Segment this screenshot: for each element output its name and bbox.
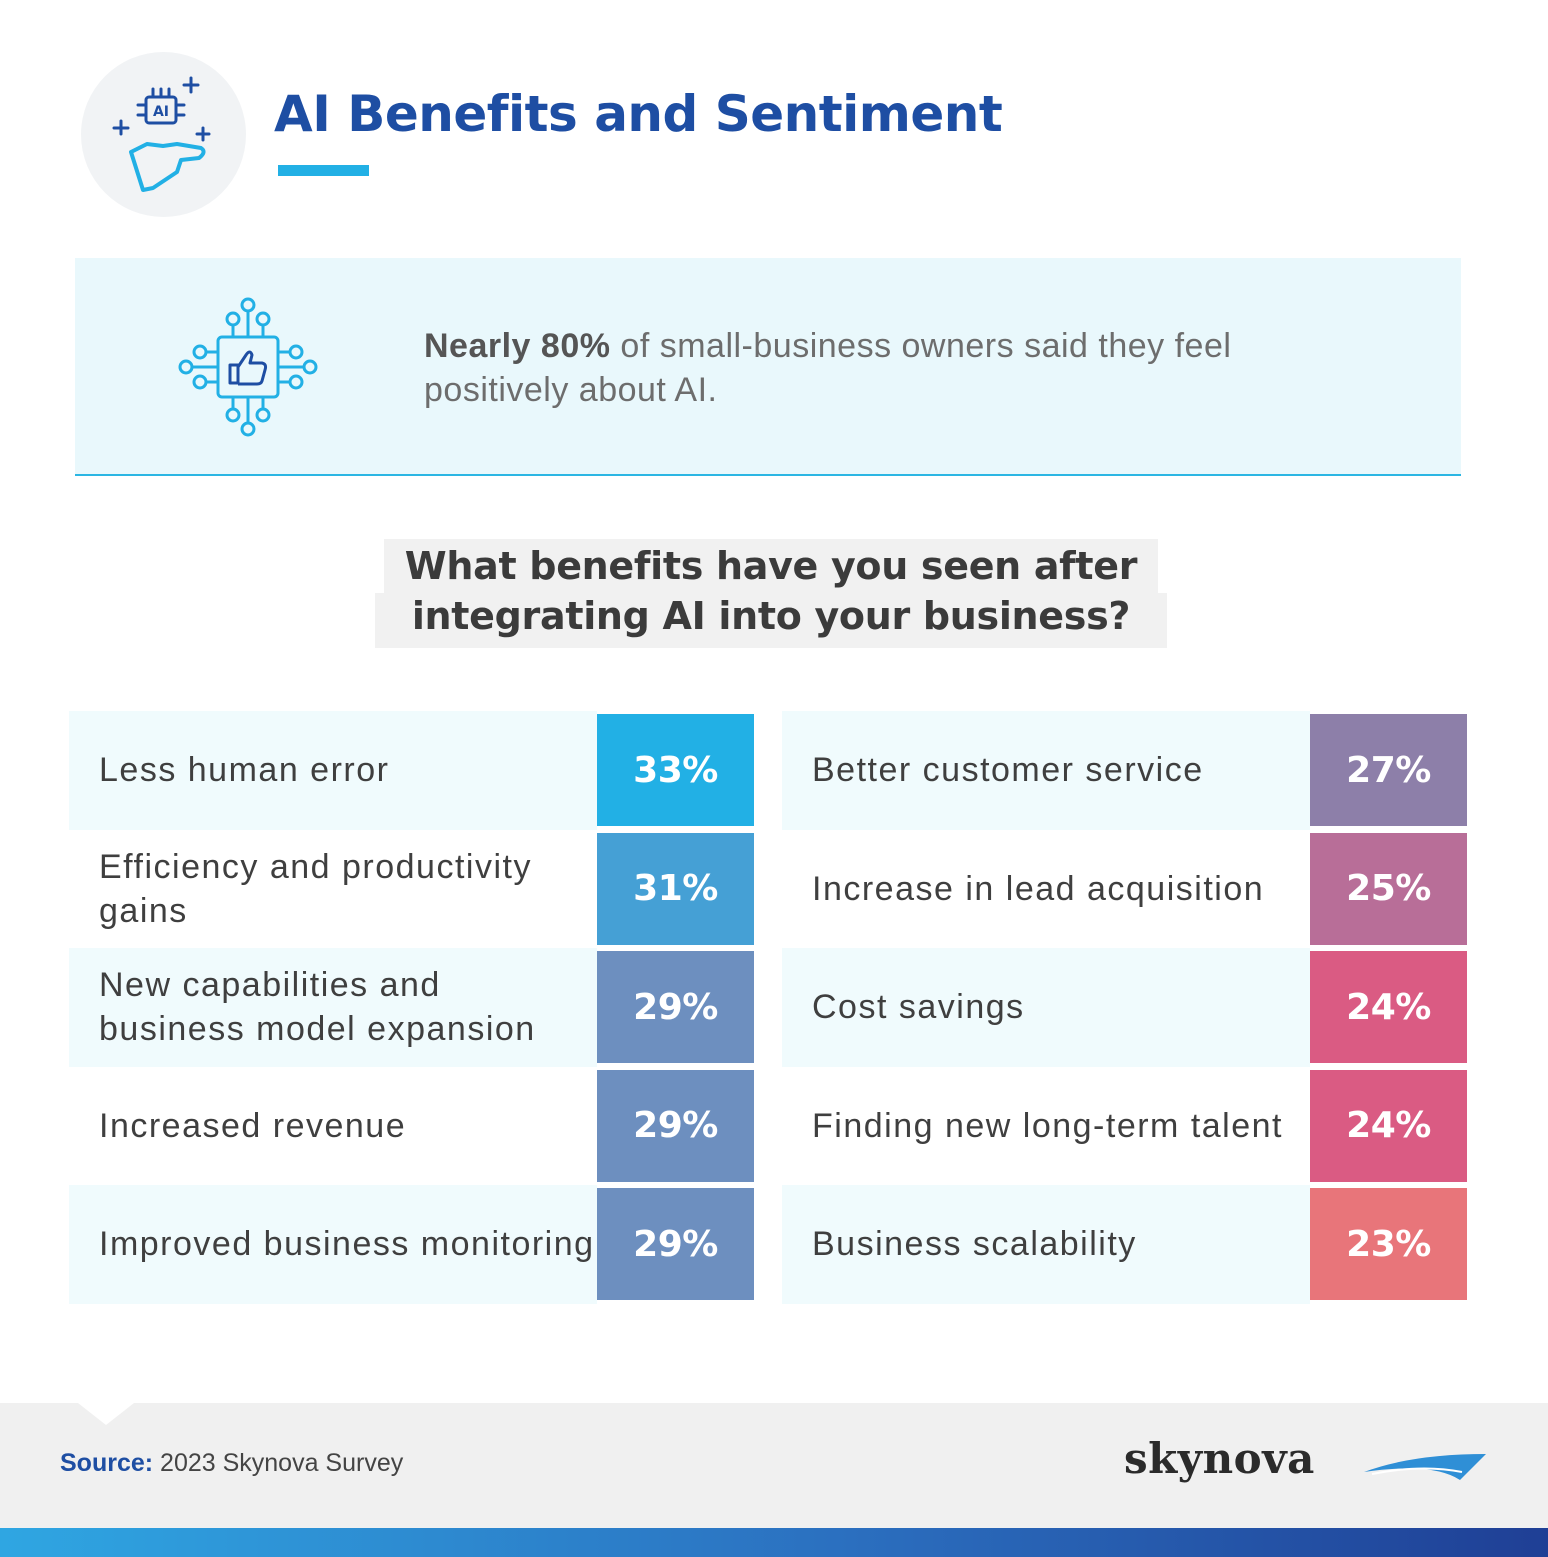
category-label: New capabilities and business model expa… [99, 966, 536, 1049]
category-label: Increased revenue [99, 1106, 407, 1145]
category-cell: Business scalability [782, 1185, 1310, 1304]
skynova-wing-logo [1364, 1454, 1486, 1480]
category-cell: Better customer service [782, 711, 1310, 830]
category-label: Increase in lead acquisition [812, 869, 1265, 908]
ai-chip-hand-icon: AI [112, 76, 211, 192]
value-bar: 33% [597, 714, 754, 826]
category-label: Finding new long-term talent [812, 1106, 1284, 1145]
bottom-strip [0, 1528, 1548, 1557]
footer [0, 1403, 1548, 1528]
title-underline [278, 165, 369, 176]
category-label: Better customer service [812, 751, 1204, 790]
bar-row: Efficiency and productivity gains 31% [69, 830, 756, 949]
value-bar: 29% [597, 1069, 754, 1182]
svg-text:AI: AI [153, 104, 169, 120]
bar-row: Business scalability 23% [782, 1185, 1469, 1304]
value-label: 29% [633, 1223, 718, 1265]
question-highlight [375, 593, 1167, 648]
stat-text: Nearly 80% of small-business owners said… [424, 324, 1354, 412]
category-cell: Less human error [69, 711, 597, 830]
source-label: Source: [60, 1449, 154, 1477]
value-label: 31% [633, 868, 718, 909]
value-bar: 24% [1310, 951, 1467, 1063]
value-bar: 29% [597, 1188, 754, 1300]
category-cell: Efficiency and productivity gains [69, 830, 597, 949]
category-cell: New capabilities and business model expa… [69, 948, 597, 1067]
category-label: Less human error [99, 751, 390, 790]
category-label: Cost savings [812, 988, 1025, 1027]
value-label: 29% [633, 1105, 718, 1146]
value-label: 33% [633, 749, 718, 791]
value-bar: 23% [1310, 1188, 1467, 1300]
header-icon-circle: AI [81, 52, 246, 217]
value-label: 24% [1346, 1105, 1431, 1146]
footer-notch [78, 1403, 134, 1425]
category-label: Efficiency and productivity gains [99, 847, 532, 930]
bar-row: Improved business monitoring 29% [69, 1185, 756, 1304]
value-bar: 31% [597, 832, 754, 945]
chart-column-right: Better customer service 27% Increase in le… [782, 711, 1469, 1304]
source-value: 2023 Skynova Survey [153, 1449, 404, 1477]
category-label: Improved business monitoring [99, 1225, 595, 1264]
value-bar: 24% [1310, 1069, 1467, 1182]
bar-row: Less human error 33% [69, 711, 756, 830]
value-label: 29% [633, 986, 718, 1028]
source-text: Source: 2023 Skynova Survey [60, 1449, 403, 1478]
stat-body: of small-business owners said they feel … [424, 327, 1232, 409]
value-label: 23% [1346, 1223, 1431, 1265]
value-label: 27% [1346, 749, 1431, 791]
category-cell: Improved business monitoring [69, 1185, 597, 1304]
chart-column-left: Less human error 33% Efficiency and produc… [69, 711, 756, 1304]
value-label: 25% [1346, 868, 1431, 909]
chart-title: What benefits have you seen after integr… [404, 544, 1138, 638]
bar-row: Increase in lead acquisition 25% [782, 830, 1469, 949]
value-label: 24% [1346, 986, 1431, 1028]
category-cell: Finding new long-term talent [782, 1067, 1310, 1186]
value-bar: 27% [1310, 714, 1467, 826]
bar-row: Cost savings 24% [782, 948, 1469, 1067]
brand-logo: skynova [1124, 1434, 1315, 1483]
bar-row: Increased revenue 29% [69, 1067, 756, 1186]
question-highlight [384, 539, 1158, 593]
value-bar: 29% [597, 951, 754, 1063]
bar-row: New capabilities and business model expa… [69, 948, 756, 1067]
page-title: AI Benefits and Sentiment [274, 85, 1003, 143]
bar-row: Better customer service 27% [782, 711, 1469, 830]
thumbs-up-circuit-icon [178, 297, 318, 442]
category-label: Business scalability [812, 1225, 1137, 1264]
value-bar: 25% [1310, 832, 1467, 945]
bar-row: Finding new long-term talent 24% [782, 1067, 1469, 1186]
stat-callout: Nearly 80% of small-business owners said… [75, 258, 1461, 476]
category-cell: Increased revenue [69, 1067, 597, 1186]
category-cell: Cost savings [782, 948, 1310, 1067]
stat-emphasis: Nearly 80% [424, 327, 611, 365]
category-cell: Increase in lead acquisition [782, 830, 1310, 949]
